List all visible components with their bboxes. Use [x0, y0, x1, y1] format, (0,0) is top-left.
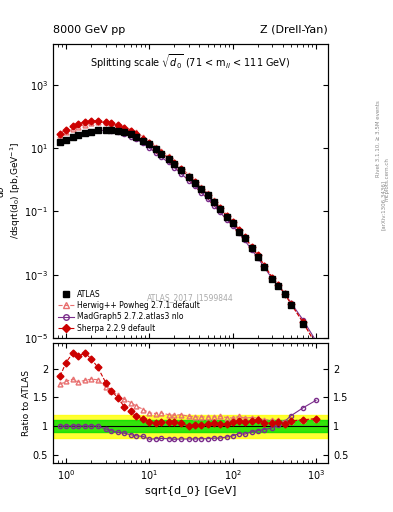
Y-axis label: d$\sigma$
/dsqrt(d$_0$) [pb,GeV$^{-1}$]: d$\sigma$ /dsqrt(d$_0$) [pb,GeV$^{-1}$] [0, 142, 23, 239]
Text: mcplots.cern.ch: mcplots.cern.ch [385, 157, 390, 201]
Text: ATLAS_2017_I1599844: ATLAS_2017_I1599844 [147, 293, 234, 303]
Text: [arXiv:1306.3436]: [arXiv:1306.3436] [381, 180, 386, 230]
Text: Splitting scale $\sqrt{d_0}$ (71 < m$_{ll}$ < 111 GeV): Splitting scale $\sqrt{d_0}$ (71 < m$_{l… [90, 52, 291, 71]
Bar [53, 415, 328, 438]
Legend: ATLAS, Herwig++ Powheg 2.7.1 default, MadGraph5 2.7.2.atlas3 nlo, Sherpa 2.2.9 d: ATLAS, Herwig++ Powheg 2.7.1 default, Ma… [57, 288, 201, 334]
Y-axis label: Ratio to ATLAS: Ratio to ATLAS [22, 370, 31, 436]
Bar [53, 420, 328, 432]
Text: Rivet 3.1.10, ≥ 3.5M events: Rivet 3.1.10, ≥ 3.5M events [376, 100, 381, 177]
Text: Z (Drell-Yan): Z (Drell-Yan) [261, 25, 328, 35]
Text: 8000 GeV pp: 8000 GeV pp [53, 25, 125, 35]
X-axis label: sqrt{d_0} [GeV]: sqrt{d_0} [GeV] [145, 485, 236, 496]
